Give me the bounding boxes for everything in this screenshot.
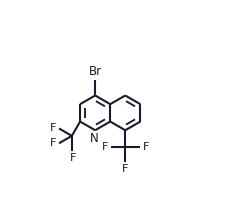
Text: F: F — [101, 142, 108, 152]
Text: N: N — [90, 132, 99, 145]
Text: F: F — [69, 153, 76, 163]
Text: F: F — [49, 138, 56, 148]
Text: F: F — [50, 123, 56, 133]
Text: F: F — [143, 142, 149, 152]
Text: F: F — [122, 164, 128, 174]
Text: Br: Br — [89, 65, 102, 78]
